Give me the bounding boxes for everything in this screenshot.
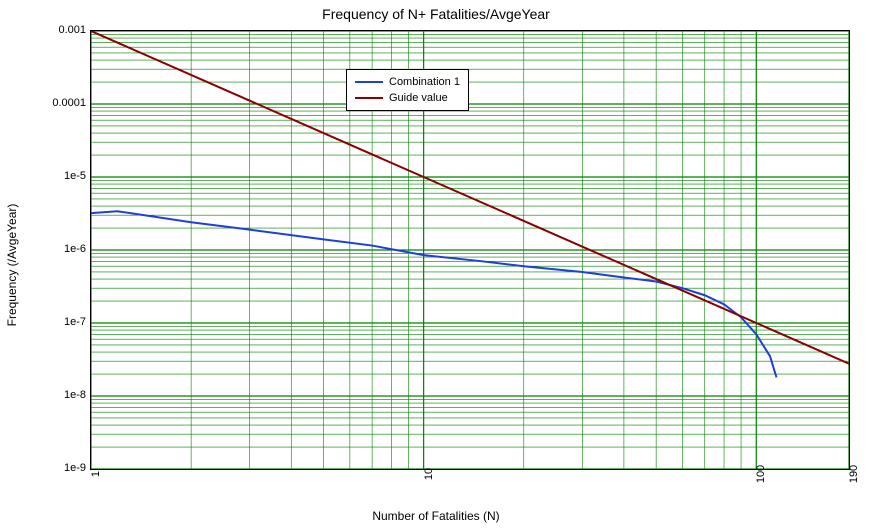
y-tick-label: 1e-7 <box>36 316 86 328</box>
legend: Combination 1 Guide value <box>346 69 469 111</box>
legend-item: Combination 1 <box>355 74 460 90</box>
x-tick-label: 100 <box>755 465 767 483</box>
plot-svg <box>91 31 849 469</box>
y-axis-label: Frequency (/AvgeYear) <box>5 203 19 326</box>
y-tick-label: 0.001 <box>36 24 86 36</box>
x-axis-label: Number of Fatalities (N) <box>0 509 872 523</box>
y-tick-label: 0.0001 <box>36 97 86 109</box>
x-tick-label: 190 <box>848 465 860 483</box>
legend-label: Combination 1 <box>389 76 460 88</box>
y-tick-label: 1e-5 <box>36 170 86 182</box>
legend-swatch <box>355 81 383 83</box>
chart-container: Frequency of N+ Fatalities/AvgeYear Freq… <box>0 0 872 529</box>
legend-swatch <box>355 97 383 99</box>
y-tick-label: 1e-9 <box>36 462 86 474</box>
chart-title: Frequency of N+ Fatalities/AvgeYear <box>0 6 872 22</box>
x-tick-label: 10 <box>423 468 435 480</box>
x-tick-label: 1 <box>90 471 102 477</box>
plot-area: Combination 1 Guide value <box>90 30 850 470</box>
legend-item: Guide value <box>355 90 460 106</box>
y-tick-label: 1e-6 <box>36 243 86 255</box>
legend-label: Guide value <box>389 92 448 104</box>
y-tick-label: 1e-8 <box>36 389 86 401</box>
